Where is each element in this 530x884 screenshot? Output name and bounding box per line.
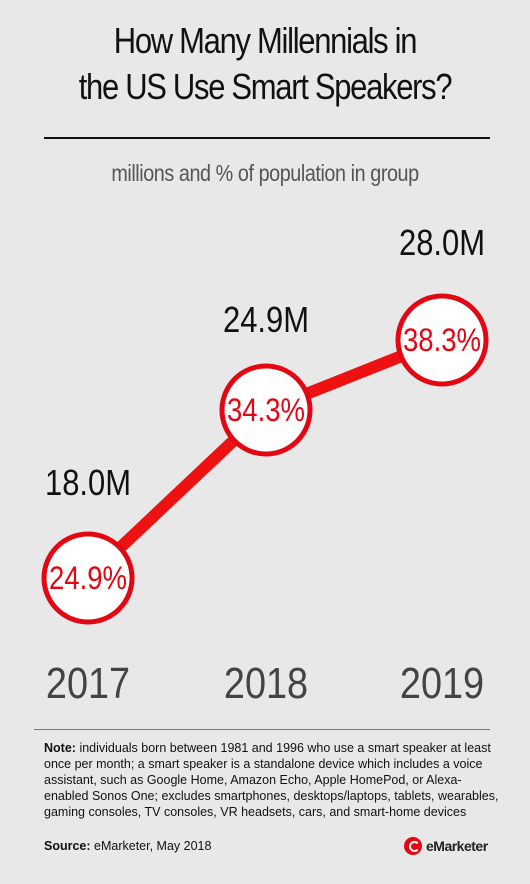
source-label: Source: [44, 839, 91, 853]
chart-title-line-1: How Many Millennials in [113, 20, 418, 61]
line-chart: 24.9% 18.0M 2017 34.3% 24.9M 2018 38.3% 28.0M 20… [41, 224, 489, 708]
data-point-2018 [219, 363, 313, 457]
x-tick-label-2018: 2018 [224, 658, 308, 707]
emarketer-logo-icon [404, 837, 422, 855]
x-tick-label-2017: 2017 [46, 658, 130, 707]
pct-label-2019: 38.3% [403, 323, 481, 358]
note-label: Note: [44, 741, 76, 755]
x-tick-label-2019: 2019 [400, 658, 484, 707]
pct-label-2018: 34.3% [227, 393, 305, 428]
pct-label-2017: 24.9% [49, 561, 127, 596]
value-label-2018: 24.9M [223, 301, 309, 341]
chart-subtitle: millions and % of population in group [111, 160, 419, 186]
emarketer-logo: eMarketer [404, 834, 488, 858]
value-label-2019: 28.0M [399, 224, 485, 264]
note-divider [34, 729, 490, 730]
chart-note: Note: individuals born between 1981 and … [44, 740, 504, 820]
data-point-2019 [395, 293, 489, 387]
title-divider [44, 137, 490, 139]
logo-text: eMarketer [426, 838, 488, 854]
chart-title: How Many Millennials in the US Use Smart… [37, 18, 493, 110]
data-point-2017 [41, 531, 135, 625]
source-text: eMarketer, May 2018 [94, 839, 212, 853]
value-label-2017: 18.0M [45, 464, 131, 504]
chart-title-line-2: the US Use Smart Speakers? [78, 66, 453, 107]
chart-source: Source: eMarketer, May 2018 [44, 838, 374, 854]
note-text: individuals born between 1981 and 1996 w… [44, 741, 499, 819]
